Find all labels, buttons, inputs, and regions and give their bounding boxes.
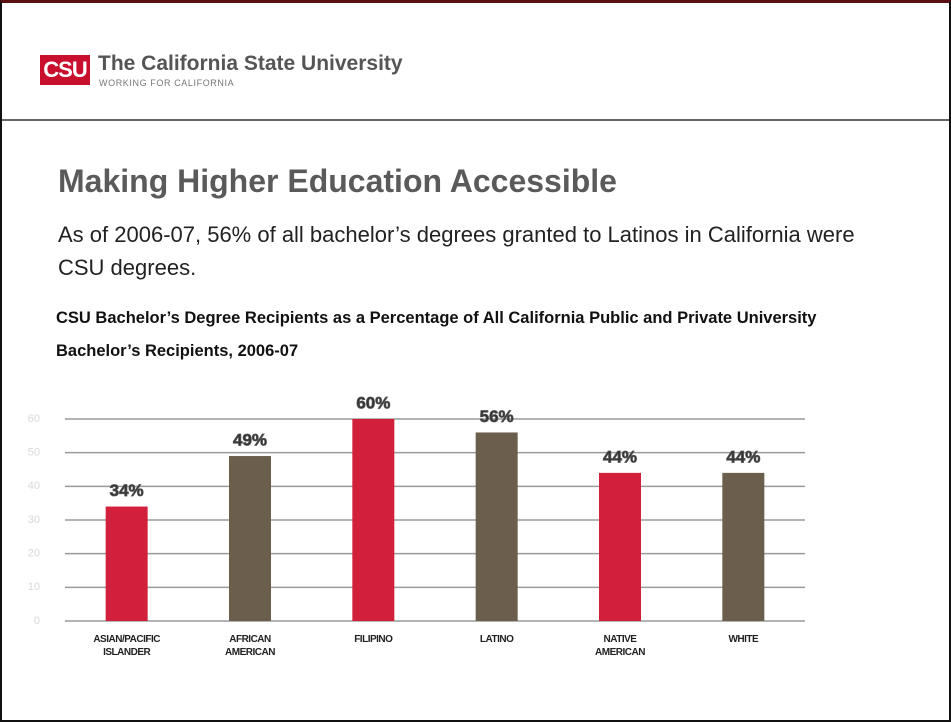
y-tick-label: 10 <box>28 581 40 593</box>
x-tick-label-line: ISLANDER <box>103 647 151 658</box>
x-tick-label-line: FILIPINO <box>354 634 393 645</box>
value-label: 34% <box>110 481 144 500</box>
tagline: WORKING FOR CALIFORNIA <box>99 78 235 88</box>
x-tick-label: LATINO <box>480 634 514 645</box>
value-label: 56% <box>480 407 514 426</box>
x-tick-label: AFRICAN AMERICAN <box>225 634 275 658</box>
x-tick-label-line: ASIAN/PACIFIC <box>93 634 160 645</box>
y-tick-label: 40 <box>28 480 40 492</box>
y-tick-label: 0 <box>34 615 40 627</box>
y-tick-label: 50 <box>28 447 40 459</box>
bar <box>229 456 271 621</box>
x-tick-label-line: LATINO <box>480 634 514 645</box>
organization: The California State University <box>98 52 403 75</box>
logo: CSU <box>40 55 90 85</box>
y-tick-label: 20 <box>28 548 40 560</box>
x-tick-label-line: AMERICAN <box>225 647 275 658</box>
value-label: 44% <box>603 447 637 466</box>
x-tick-label: NATIVE AMERICAN <box>595 634 645 658</box>
chart-title-box: CSU Bachelor’s Degree Recipients as a Pe… <box>56 309 817 360</box>
bar <box>105 506 148 621</box>
value-label: 60% <box>356 393 390 412</box>
y-tick-label: 60 <box>28 413 40 425</box>
value-label: 44% <box>726 447 760 466</box>
x-tick-label: ASIAN/PACIFIC ISLANDER <box>93 634 160 658</box>
x-tick-label-line: NATIVE <box>604 634 638 645</box>
y-tick-label: 30 <box>28 514 40 526</box>
x-tick-label-line: AMERICAN <box>595 647 645 658</box>
chart-title: CSU Bachelor’s Degree Recipients as a Pe… <box>56 309 817 360</box>
bar <box>352 419 395 621</box>
x-tick-label-line: AFRICAN <box>229 634 271 645</box>
slide-title: Making Higher Education Accessible <box>58 163 617 199</box>
x-tick-label: FILIPINO <box>354 634 393 645</box>
bar <box>722 472 765 621</box>
header-rule <box>2 119 949 121</box>
value-label: 49% <box>233 431 267 450</box>
x-tick-label: WHITE <box>728 634 759 645</box>
bar <box>599 472 641 621</box>
slide-subtitle: As of 2006-07, 56% of all bachelor’s deg… <box>58 222 855 280</box>
bar <box>475 432 518 621</box>
x-tick-label-line: WHITE <box>728 634 759 645</box>
